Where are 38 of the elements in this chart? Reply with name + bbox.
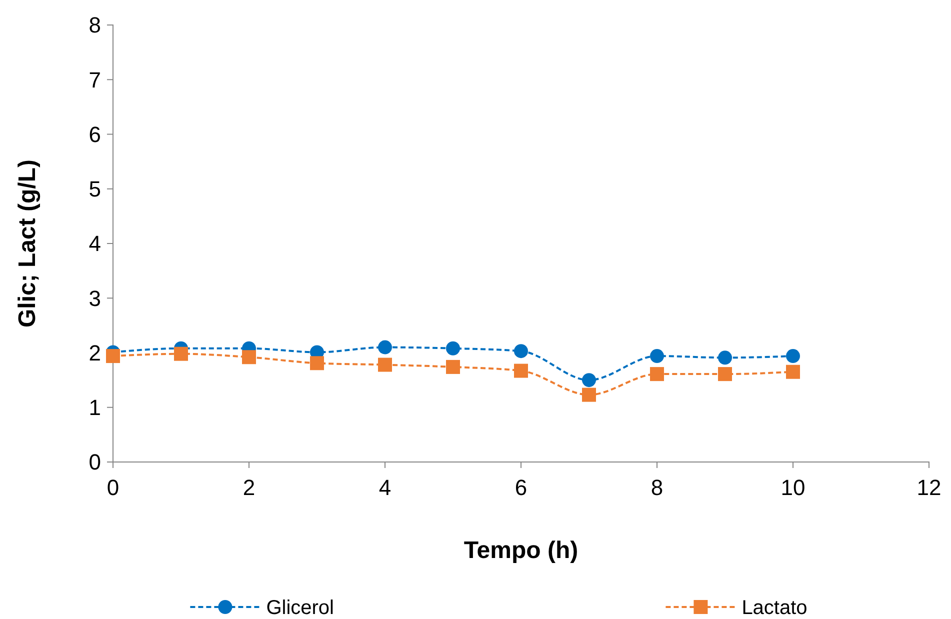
point <box>582 388 596 402</box>
point <box>378 358 392 372</box>
y-tick-label: 6 <box>88 122 101 147</box>
point <box>650 367 664 382</box>
point <box>106 349 120 364</box>
point <box>378 340 392 354</box>
x-tick-label: 0 <box>106 475 120 500</box>
x-axis-title: Tempo (h) <box>464 537 578 564</box>
point <box>718 350 732 365</box>
point <box>786 364 800 379</box>
x-tick-label: 6 <box>514 475 528 500</box>
legend-label: Glicerol <box>266 597 334 619</box>
y-tick-label: 4 <box>88 231 101 256</box>
point <box>514 344 528 358</box>
y-tick-label: 7 <box>88 67 101 92</box>
point <box>650 349 664 364</box>
point <box>514 364 528 378</box>
point <box>582 373 596 388</box>
legend-label: Lactato <box>742 597 808 619</box>
x-tick-label: 10 <box>780 475 806 500</box>
point <box>718 367 732 382</box>
point <box>310 356 324 370</box>
point <box>174 346 188 361</box>
point <box>242 350 256 364</box>
point <box>786 349 800 364</box>
x-tick-label: 4 <box>378 475 392 500</box>
y-tick-label: 3 <box>88 286 101 311</box>
y-tick-label: 0 <box>88 450 101 475</box>
y-tick-label: 1 <box>88 395 101 420</box>
point <box>446 341 460 356</box>
y-tick-label: 8 <box>88 12 101 38</box>
x-tick-label: 8 <box>650 475 664 500</box>
x-tick-label: 2 <box>242 475 256 500</box>
x-tick-label: 12 <box>916 475 942 500</box>
point <box>446 360 460 374</box>
y-axis-title: Glic; Lact (g/L) <box>14 160 41 328</box>
y-tick-label: 5 <box>88 176 101 202</box>
y-tick-label: 2 <box>88 340 101 366</box>
